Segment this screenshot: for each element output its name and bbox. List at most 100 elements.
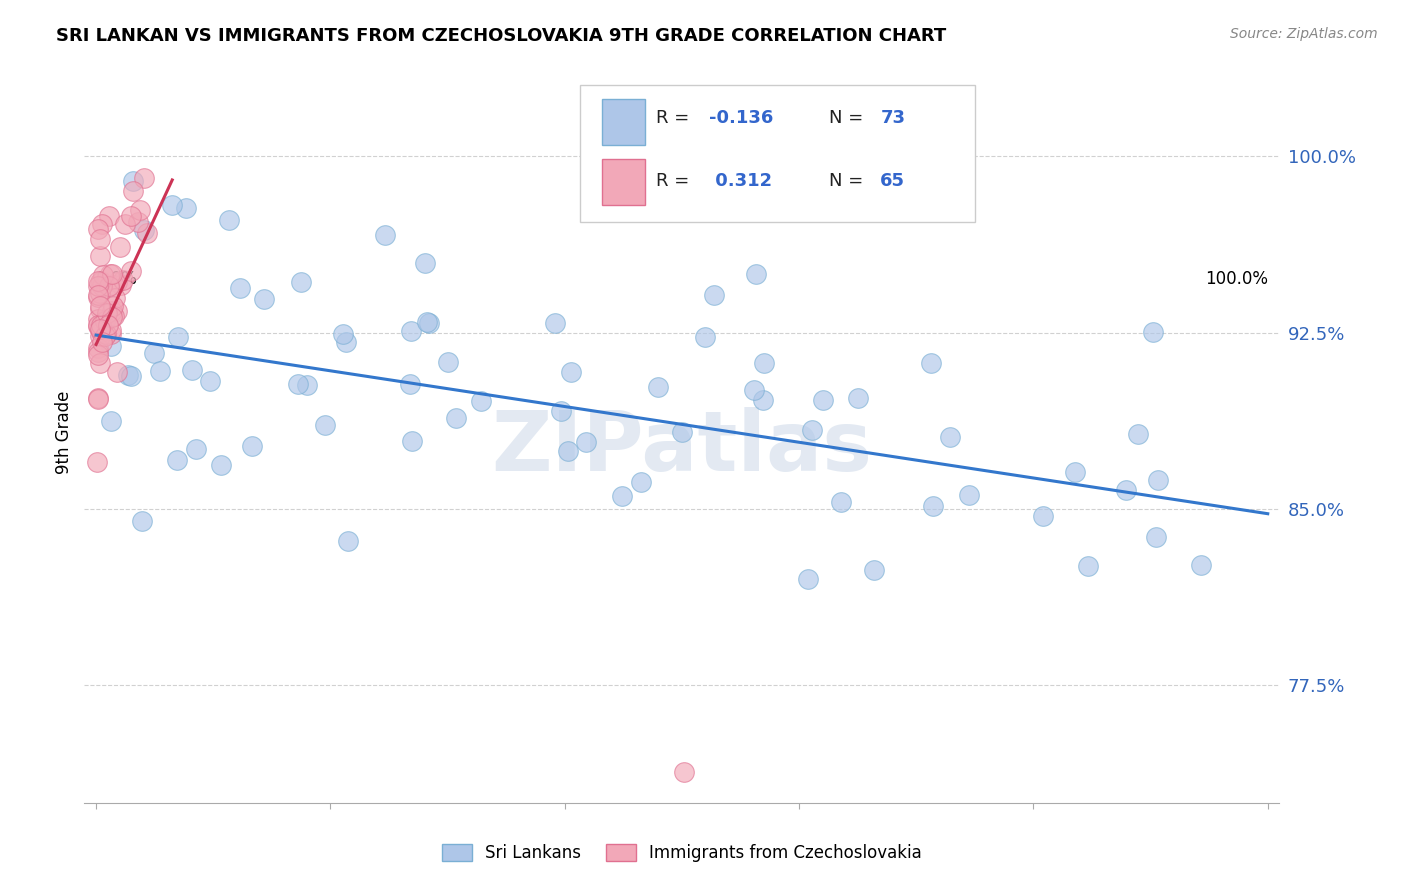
Point [100,414,122,428]
Point [415,315,437,329]
Point [811,392,834,407]
Point [93,329,115,343]
Point [647,380,669,394]
Point [87,319,110,334]
Point [94,314,117,328]
Point [374,228,396,243]
Text: 73: 73 [880,109,905,127]
Point [287,377,309,392]
Point [337,533,360,548]
Point [921,499,943,513]
Point [673,765,696,780]
Point [830,495,852,509]
Point [90,334,114,349]
Point [295,378,318,392]
Point [184,442,207,456]
Point [1126,427,1149,442]
Point [557,444,579,458]
Point [920,356,942,370]
Point [335,334,357,349]
Point [550,404,572,418]
Point [200,374,222,388]
Point [797,572,820,586]
Point [1063,465,1085,479]
Text: 65: 65 [880,172,905,190]
Point [100,339,122,353]
FancyBboxPatch shape [581,85,974,221]
Point [290,275,312,289]
Point [957,488,980,502]
Point [744,383,766,397]
Point [89,232,111,246]
Point [560,365,582,379]
Point [544,316,567,330]
Point [703,288,725,302]
Point [134,223,156,237]
Point [101,310,124,324]
Point [470,393,492,408]
Point [100,323,122,337]
Point [98,209,121,223]
Point [399,325,422,339]
Point [103,277,125,292]
Point [117,368,139,382]
Point [436,355,458,369]
Point [846,391,869,405]
Point [671,425,693,439]
Point [180,362,202,376]
Point [120,264,142,278]
Point [128,202,150,217]
Point [752,356,775,370]
Point [100,326,122,341]
Point [1077,558,1099,573]
Point [167,330,190,344]
Point [166,452,188,467]
Point [101,299,124,313]
Point [89,298,111,312]
Point [398,377,420,392]
Point [228,281,250,295]
Point [89,356,111,370]
Point [120,209,142,223]
Point [101,304,124,318]
Point [103,310,125,324]
Point [160,198,183,212]
Point [174,201,197,215]
Point [90,325,112,339]
Point [89,328,111,343]
Text: ZIPatlas: ZIPatlas [492,407,872,488]
Point [89,275,111,289]
Point [122,174,145,188]
Point [630,475,652,489]
Point [132,170,155,185]
FancyBboxPatch shape [602,99,645,145]
Point [938,430,960,444]
Point [87,391,110,405]
Point [1032,509,1054,524]
Point [90,279,112,293]
Point [695,330,717,344]
Point [1147,473,1170,487]
Point [94,326,117,341]
Point [91,217,114,231]
Point [87,341,110,355]
Text: R =: R = [655,172,695,190]
Point [91,277,114,292]
Point [87,290,110,304]
Point [98,279,121,293]
Point [87,311,110,326]
Point [87,392,110,406]
Point [91,268,114,282]
Point [131,514,153,528]
Point [135,226,157,240]
Point [87,222,110,236]
Text: 0.0%: 0.0% [96,269,138,288]
Point [98,267,121,281]
Point [96,306,118,320]
Point [444,411,467,425]
Point [1144,530,1167,544]
Point [610,490,633,504]
Point [745,267,768,281]
Text: N =: N = [830,172,869,190]
Point [120,369,142,384]
